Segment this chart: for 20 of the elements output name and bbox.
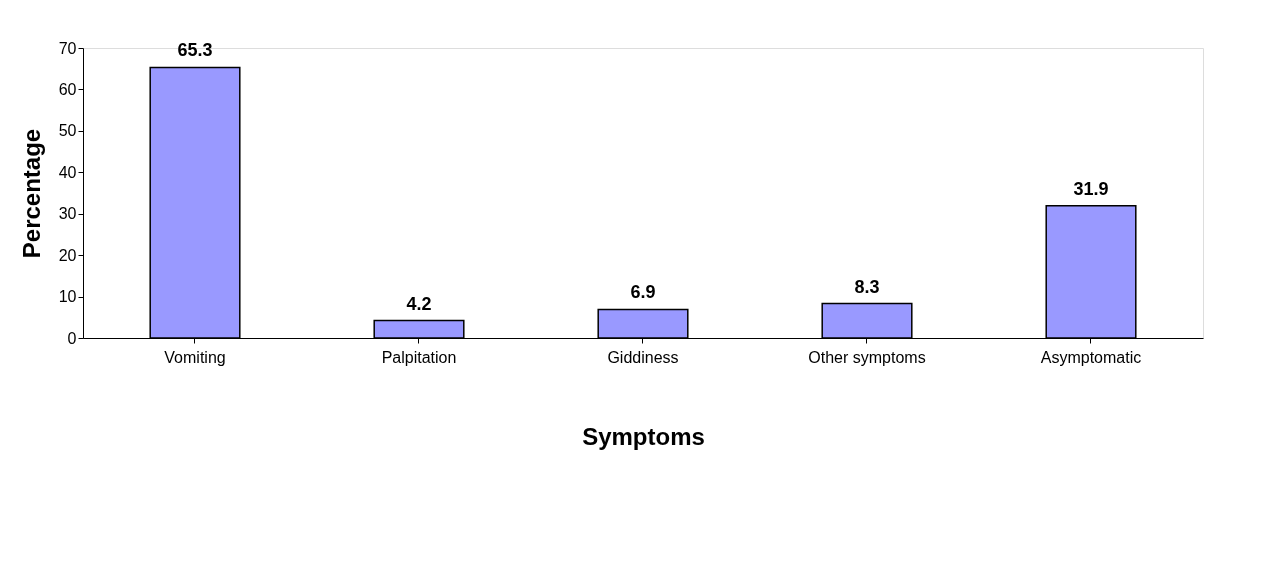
y-tick-label: 70	[58, 39, 77, 57]
y-tick-label: 0	[67, 329, 77, 347]
y-tick-label: 10	[58, 288, 77, 306]
data-label: 4.2	[406, 293, 432, 314]
y-tick-label: 60	[58, 80, 77, 98]
data-label: 8.3	[854, 276, 880, 297]
x-tick-label: Asymptomatic	[1040, 348, 1142, 366]
x-tick-label: Giddiness	[607, 348, 679, 366]
y-axis-title: Percentage	[17, 128, 45, 259]
y-tick-label: 50	[58, 122, 77, 140]
y-tick-label: 40	[58, 163, 77, 181]
x-tick-label: Palpitation	[381, 348, 457, 366]
data-label: 6.9	[630, 282, 656, 303]
data-label: 65.3	[177, 40, 213, 61]
x-axis-title: Symptoms	[582, 422, 705, 450]
y-tick-label: 30	[58, 205, 77, 223]
y-tick-label: 20	[58, 246, 77, 264]
x-tick-label: Vomiting	[164, 348, 226, 366]
data-label: 31.9	[1073, 178, 1109, 199]
x-tick-label: Other symptoms	[808, 348, 926, 366]
